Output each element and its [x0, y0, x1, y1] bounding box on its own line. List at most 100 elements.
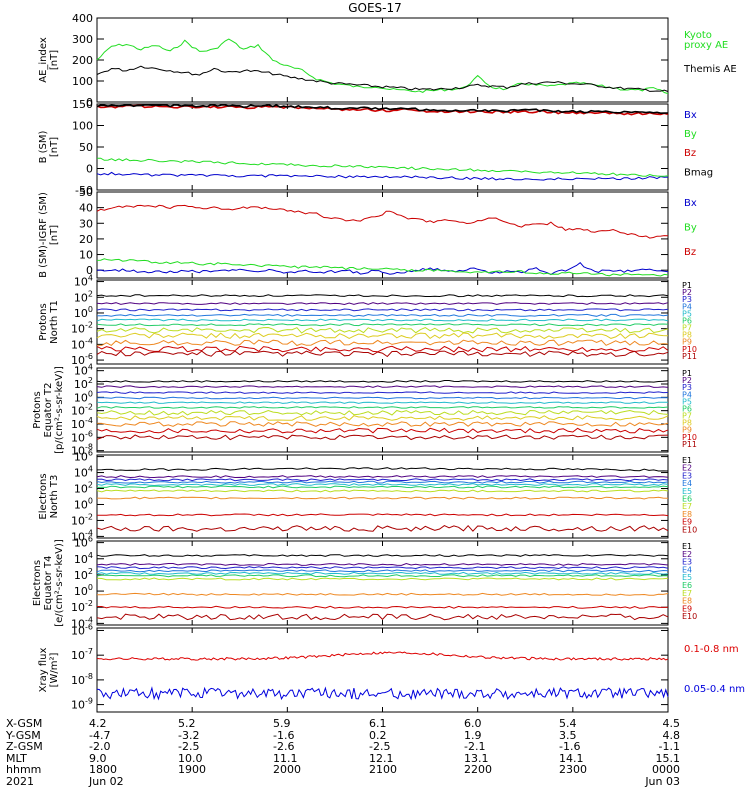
legend-label: P4 [682, 390, 692, 399]
tick-value: 0000 [652, 763, 680, 776]
tick-value: -2.1 [464, 740, 486, 753]
y-tick-label: 10 [79, 249, 93, 262]
series-line-bx [96, 262, 669, 276]
y-tick-label: 104 [74, 363, 93, 378]
row-label: Z-GSM [6, 740, 43, 753]
y-axis-label: Equator T4 [43, 556, 54, 611]
tick-value: 11.1 [273, 751, 298, 765]
y-tick-label: 10-6 [71, 352, 93, 367]
y-tick-label: 40 [79, 202, 93, 215]
tick-value: -3.2 [178, 728, 200, 742]
series-line-p10 [96, 345, 669, 353]
tick-value: 1900 [178, 763, 206, 776]
row-label: Y-GSM [6, 728, 41, 742]
tick-value: -4.7 [89, 728, 111, 742]
y-tick-label: 10-4 [71, 336, 93, 351]
series-line-e2 [96, 562, 669, 566]
legend-label: P5 [682, 397, 692, 406]
legend-label: E7 [682, 502, 692, 511]
y-tick-label: 104 [74, 551, 93, 566]
series-line-e8 [96, 496, 669, 500]
y-tick-label: 10-8 [71, 443, 93, 458]
y-tick-label: 10-4 [71, 416, 93, 431]
legend-label: E5 [682, 573, 692, 582]
y-axis-label: North T1 [49, 300, 60, 344]
series-line-by [96, 157, 669, 177]
tick-value: 6.1 [369, 717, 387, 730]
legend-label: Kyoto [684, 30, 712, 41]
row-label: 2021 [6, 774, 34, 788]
series-line-p5 [96, 401, 668, 404]
series-line-p1 [96, 294, 669, 298]
y-axis-label: [nT] [49, 137, 60, 157]
y-axis-label: North T3 [49, 475, 60, 519]
tick-value: 14.1 [559, 751, 584, 765]
series-line-p7 [96, 326, 669, 334]
y-tick-label: 10-2 [71, 599, 93, 614]
row-label: X-GSM [6, 717, 43, 730]
y-axis-label: [nT] [49, 225, 60, 245]
y-tick-label: 104 [74, 465, 93, 480]
y-axis-label: [W/m²] [49, 652, 60, 687]
legend-label: P3 [682, 383, 692, 392]
legend-label: E6 [682, 495, 692, 504]
y-tick-label: 102 [74, 289, 93, 304]
series-line-p2 [96, 302, 669, 306]
y-tick-label: 104 [74, 274, 93, 289]
tick-value: 2000 [273, 763, 301, 776]
series-line-themis-ae [96, 65, 669, 92]
legend-label: P8 [682, 419, 692, 428]
tick-value: 4.8 [662, 728, 681, 742]
y-axis-label: Electrons [32, 560, 43, 606]
y-tick-label: 10-2 [71, 512, 93, 527]
series-line-bz [96, 104, 669, 116]
tick-value: -1.6 [559, 740, 581, 753]
y-tick-label: 10-8 [71, 672, 93, 687]
tick-value: -2.5 [178, 740, 200, 753]
y-tick-label: -50 [75, 184, 93, 197]
y-axis-label: [e/(cm²-s-sr-keV)] [54, 539, 65, 627]
y-tick-label: 106 [74, 535, 93, 550]
legend-label: E6 [682, 581, 692, 590]
series-line-p4 [96, 313, 669, 317]
y-tick-label: 200 [72, 54, 93, 67]
tick-value: Jun 03 [645, 774, 680, 788]
y-tick-label: 10-2 [71, 321, 93, 336]
panel-frame [96, 279, 669, 365]
y-axis-label: Electrons [38, 473, 49, 519]
legend-label: E2 [682, 550, 692, 559]
y-tick-label: 0 [86, 264, 93, 277]
series-line-by [96, 258, 669, 277]
y-tick-label: 100 [72, 120, 93, 133]
y-tick-label: 100 [72, 75, 93, 88]
legend-label: Bx [684, 198, 697, 209]
legend-label: E8 [682, 597, 692, 606]
legend-label: E5 [682, 487, 692, 496]
legend-label: E9 [682, 518, 692, 527]
series-line-e1 [96, 467, 669, 472]
tick-value: 2100 [369, 763, 397, 776]
legend-label: Bz [684, 247, 696, 258]
series-line-p4 [96, 396, 669, 400]
series-line-e6 [96, 574, 669, 578]
plot-title: GOES-17 [348, 1, 402, 15]
y-axis-label: [p/(cm²-s-sr-keV)] [54, 366, 65, 454]
legend-label: P7 [682, 412, 692, 421]
series-line-p6 [96, 323, 669, 327]
row-label: hhmm [6, 763, 42, 776]
series-line-p11 [96, 350, 669, 358]
tick-value: -1.1 [658, 740, 680, 753]
series-line-p6 [96, 406, 669, 409]
tick-value: -1.6 [273, 728, 295, 742]
series-line-e4 [96, 569, 669, 573]
y-tick-label: 400 [72, 12, 93, 25]
legend-label: E10 [682, 612, 697, 621]
